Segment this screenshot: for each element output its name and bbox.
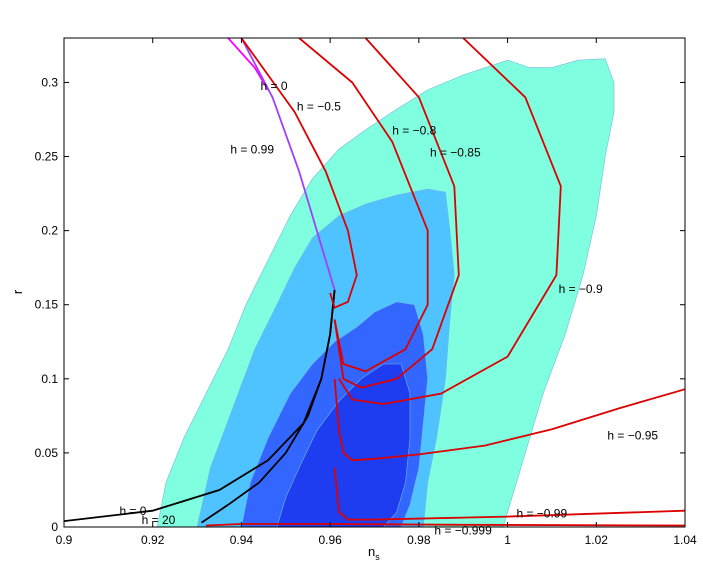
curve-label-h-0-99: h = 0.99 [230,143,274,157]
x-axis: 0.9 0.92 0.94 0.96 0.98 1 1.02 1.04 [56,38,697,547]
y-tick-label: 0.1 [41,372,58,386]
curve-label-h-0: h = 0 [261,79,288,93]
series-line-h-minus0-85-6 [333,38,460,389]
y-tick-label: 0 [51,520,58,534]
x-tick-label: 0.98 [407,533,431,547]
curve-label-h-minus0-9: h = −0.9 [559,282,603,296]
x-axis-title-base: n [368,544,375,559]
x-axis-title: ns [368,544,380,562]
x-tick-label: 1.02 [585,533,609,547]
x-tick-label: 0.96 [318,533,342,547]
curve-label-h-minus0-5: h = −0.5 [297,100,341,114]
curve-label-h-minus0-8: h = −0.8 [392,123,436,137]
series-line-h-0-99-3 [240,38,336,291]
y-axis-title: r [10,289,25,294]
curve-label-h-minus0-95: h = −0.95 [607,429,658,443]
series-line-h-minus0-99-9 [333,467,685,521]
series-line-h-minus0-5-4 [240,38,358,309]
region-inner-2 [276,363,411,527]
x-tick-label: 0.92 [141,533,165,547]
y-axis: 0 0.05 0.1 0.15 0.2 0.25 0.3 [35,75,685,534]
curve-label-h-minus0-999: h = −0.999 [434,523,492,537]
curve-label-h-0: h = 0 [119,504,146,518]
curve-label-h-minus0-85: h = −0.85 [430,146,481,160]
x-tick-label: 0.94 [230,533,254,547]
x-tick-label: 0.9 [56,533,73,547]
series-line-h-minus0-9-7 [338,38,562,405]
series-line-h-minus0-95-8 [333,378,685,462]
curve-label-h-minus0-99: h = −0.99 [516,506,567,520]
x-tick-label: 1.04 [673,533,697,547]
series-line-h-0-2 [227,38,269,91]
x-tick-label: 1 [504,533,511,547]
y-tick-label: 0.05 [35,446,59,460]
series-line-h-20-1 [200,289,336,524]
y-tick-label: 0.15 [35,298,59,312]
series-line-h-minus0-8-5 [298,38,429,373]
plot-frame [63,37,686,528]
y-tick-label: 0.2 [41,224,58,238]
y-tick-label: 0.3 [41,75,58,89]
curve-labels: h = 0 h = −0.5 h = −0.8 h = 0.99 h = −0.85 h … [119,79,658,538]
curve-label-h-20: h = 20 [142,513,176,527]
x-axis-title-sub: s [375,552,380,562]
y-tick-label: 0.25 [35,150,59,164]
